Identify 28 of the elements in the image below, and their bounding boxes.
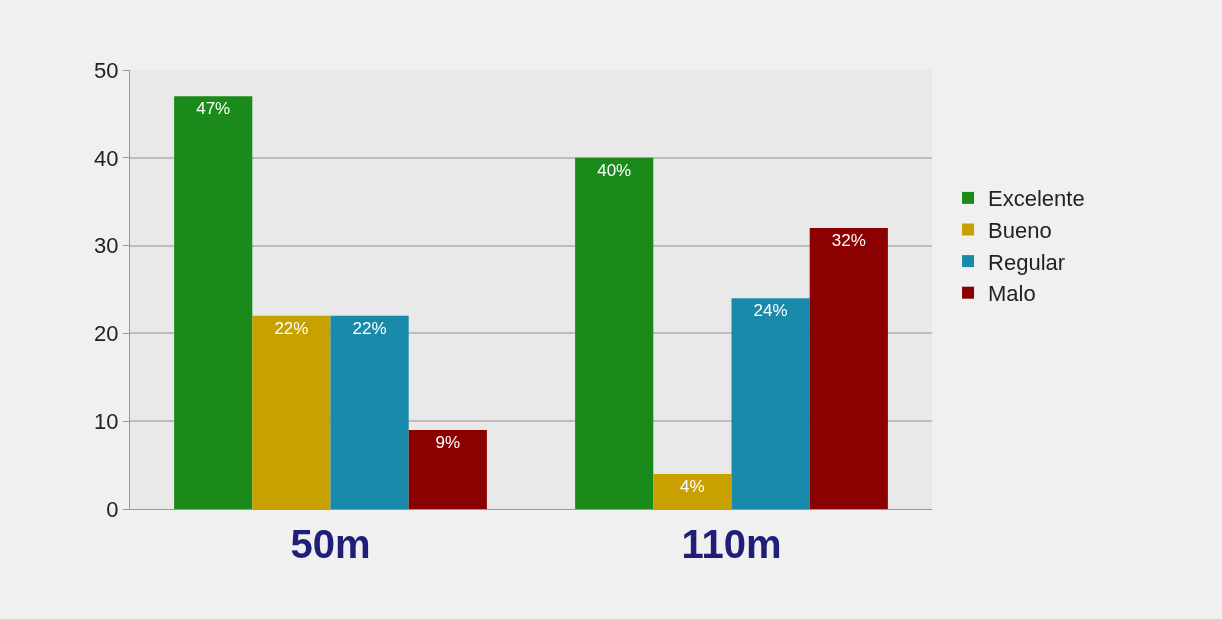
y-tick-label: 20 (94, 321, 119, 347)
y-tick-label: 0 (106, 496, 119, 522)
legend-label: Regular (988, 249, 1066, 275)
bar (653, 473, 732, 509)
bar (731, 298, 810, 509)
y-tick-label: 40 (94, 145, 119, 171)
y-tick-label: 10 (94, 408, 119, 434)
legend-label: Malo (988, 281, 1036, 307)
bar (252, 315, 331, 509)
data-label: 40% (597, 160, 632, 180)
y-tick-label: 50 (94, 57, 119, 83)
x-tick-label: 110m (681, 522, 782, 566)
bar (408, 429, 487, 509)
bar (330, 315, 409, 509)
data-label: 9% (435, 432, 461, 452)
bar (174, 96, 253, 509)
bar (809, 228, 888, 509)
bar (575, 157, 654, 509)
data-label: 32% (831, 231, 866, 251)
legend-label: Bueno (988, 218, 1052, 244)
y-tick-label: 30 (94, 233, 119, 259)
data-label: 47% (196, 99, 231, 119)
legend-label: Excelente (988, 186, 1085, 212)
data-label: 24% (753, 301, 788, 321)
data-label: 22% (274, 318, 309, 338)
x-tick-label: 50m (290, 522, 371, 566)
data-label: 4% (680, 476, 705, 496)
data-label: 22% (352, 318, 387, 338)
